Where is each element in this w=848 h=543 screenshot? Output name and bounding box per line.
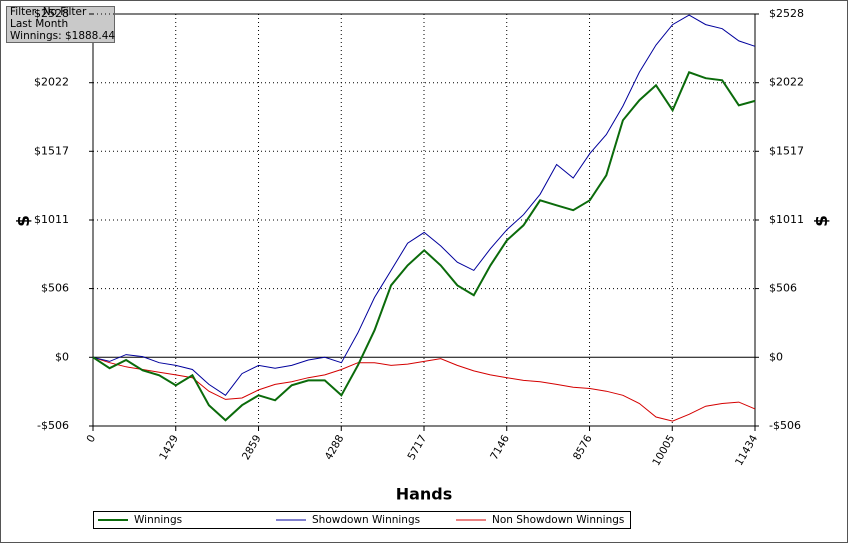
y-axis-label: $ xyxy=(14,215,34,227)
y-tick-label: $1011 xyxy=(34,213,69,226)
y2-tick-label: $0 xyxy=(769,350,783,363)
y-tick-label: $0 xyxy=(55,350,69,363)
legend xyxy=(93,511,631,529)
y2-tick-label: $2022 xyxy=(769,76,804,89)
x-axis-label: Hands xyxy=(396,485,453,504)
y2-tick-label: $506 xyxy=(769,282,797,295)
y2-tick-label: $1517 xyxy=(769,144,804,157)
y2-tick-label: $1011 xyxy=(769,213,804,226)
plot-area xyxy=(92,13,756,427)
legend-label: Winnings xyxy=(134,514,182,526)
info-text: Filter: No Filter xyxy=(10,6,87,18)
info-text: Winnings: $1888.44 xyxy=(10,30,115,42)
y-tick-label: $2022 xyxy=(34,76,69,89)
x-tick-label: 0 xyxy=(84,433,98,445)
y-tick-label: $506 xyxy=(41,282,69,295)
y-tick-label: $1517 xyxy=(34,144,69,157)
legend-label: Non Showdown Winnings xyxy=(492,514,624,526)
y-tick-label: -$506 xyxy=(37,419,69,432)
y-tick-label: $2528 xyxy=(34,7,69,20)
info-box xyxy=(6,6,115,43)
series-line xyxy=(92,14,756,396)
series-line xyxy=(92,356,756,422)
y2-tick-label: $2528 xyxy=(769,7,804,20)
legend-label: Showdown Winnings xyxy=(312,514,420,526)
y2-tick-label: -$506 xyxy=(769,419,801,432)
info-text: Last Month xyxy=(10,18,68,30)
y2-axis-label: $ xyxy=(812,215,832,227)
series-line xyxy=(92,71,756,422)
